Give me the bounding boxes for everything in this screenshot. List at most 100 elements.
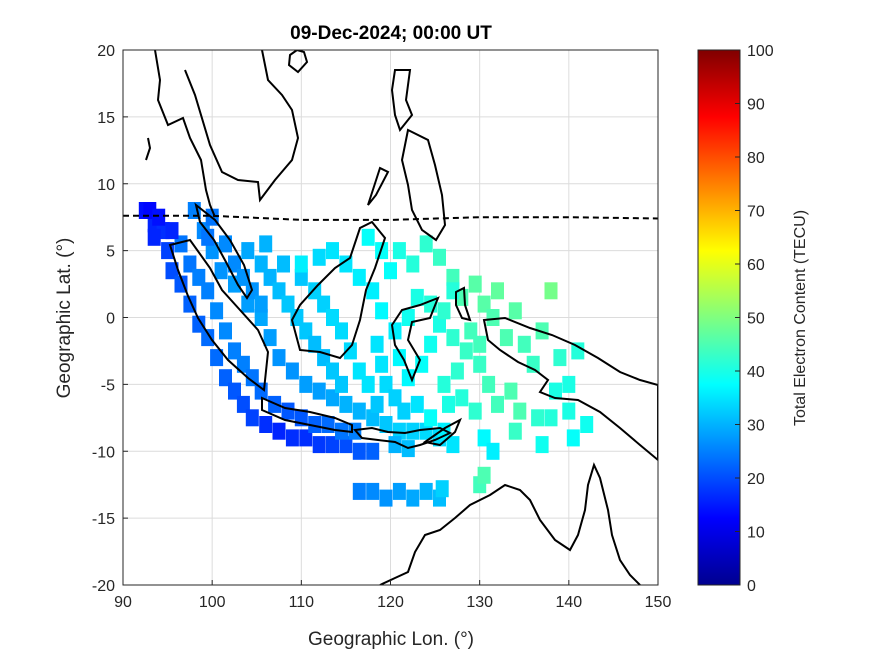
tec-cell — [241, 295, 255, 313]
tec-cell — [366, 409, 380, 427]
tec-cell — [508, 302, 522, 320]
tec-cell — [290, 309, 304, 326]
tec-cell — [433, 315, 446, 333]
tec-cell — [192, 268, 206, 286]
coastline-indochina — [154, 50, 216, 218]
tec-cell — [424, 409, 438, 427]
tec-cell — [437, 302, 451, 320]
coastline-new-guinea — [482, 316, 658, 462]
tec-cell — [508, 422, 522, 440]
tec-cell — [486, 442, 500, 460]
tec-cell — [419, 422, 433, 440]
tec-cell — [236, 355, 250, 373]
y-tick-label: -5 — [101, 377, 115, 394]
tec-cell — [544, 282, 558, 300]
tec-cell — [352, 402, 366, 420]
tec-cell — [335, 375, 348, 393]
coastline-timor — [422, 417, 462, 447]
magnetic-equator-line — [123, 214, 658, 221]
tec-cell — [477, 429, 491, 447]
x-tick-label: 150 — [645, 594, 672, 611]
chart-title: 09-Dec-2024; 00:00 UT — [290, 23, 492, 44]
tec-cell — [228, 342, 241, 360]
tec-cell — [562, 375, 576, 393]
tec-cell — [245, 369, 259, 387]
colorbar-tick-label: 90 — [747, 97, 765, 114]
tec-cell — [464, 322, 478, 340]
y-axis-label: Geographic Lat. (°) — [54, 238, 75, 399]
tec-cell — [263, 268, 277, 286]
plot-area — [122, 49, 659, 586]
y-tick-label: -20 — [92, 578, 115, 595]
coastline-lesser-sunda — [352, 426, 453, 450]
coastline-philippines — [367, 69, 447, 242]
tec-cell — [455, 389, 469, 407]
tec-cell — [219, 322, 232, 340]
coastline-sulawesi — [390, 296, 440, 383]
tec-cell — [236, 395, 250, 413]
tec-cell — [549, 382, 562, 400]
tec-cell — [406, 489, 420, 507]
tec-cell — [446, 268, 460, 286]
y-tick-label: 15 — [97, 110, 115, 127]
tec-cell — [312, 382, 326, 400]
tec-cell — [361, 375, 375, 393]
tec-cell — [419, 235, 433, 253]
tec-cell — [366, 442, 380, 460]
tec-cell — [442, 395, 455, 413]
colorbar-tick-label: 80 — [747, 150, 765, 167]
tec-cell — [272, 282, 286, 300]
colorbar-tick-label: 30 — [747, 418, 765, 435]
tec-cell — [437, 375, 451, 393]
tec-cell — [366, 482, 380, 500]
tec-cell — [433, 248, 446, 266]
tec-cell — [214, 262, 228, 280]
tec-cell — [459, 342, 473, 360]
tec-cell — [192, 315, 206, 333]
tec-cell — [375, 302, 389, 320]
tec-cell — [504, 382, 518, 400]
x-tick-label: 110 — [289, 594, 315, 611]
tec-cell — [254, 255, 268, 273]
colorbar-tick-label: 10 — [747, 525, 765, 542]
tec-cell — [352, 442, 366, 460]
tec-cell — [392, 242, 406, 260]
tec-cell — [210, 349, 224, 367]
coastline-halmahera — [455, 286, 472, 322]
colorbar-tick-label: 40 — [747, 364, 765, 381]
tec-cell — [308, 416, 322, 433]
tec-cell — [352, 268, 366, 286]
tec-cell — [272, 422, 286, 440]
colorbar-tick-label: 50 — [747, 311, 765, 328]
tec-cell — [477, 466, 491, 484]
tec-cell — [499, 329, 513, 347]
coastline-australia — [379, 462, 641, 585]
tec-cell — [312, 248, 326, 266]
tec-cell — [392, 482, 406, 500]
tec-cell — [424, 335, 438, 353]
tec-cell — [468, 275, 482, 293]
tec-cell — [339, 395, 353, 413]
tec-cell — [343, 342, 357, 360]
tec-cell — [277, 255, 290, 273]
tec-cell — [379, 416, 393, 433]
tec-cell — [165, 262, 179, 280]
tec-cell — [335, 322, 348, 340]
tec-cell — [326, 389, 339, 407]
x-tick-label: 130 — [466, 594, 493, 611]
y-tick-label: -10 — [92, 444, 115, 461]
tec-cell — [254, 309, 268, 326]
tec-cell — [147, 228, 161, 246]
tec-cell — [392, 422, 406, 440]
tec-cell — [294, 255, 308, 273]
colorbar-tick-label: 70 — [747, 204, 765, 221]
colorbar-tick-label: 0 — [747, 578, 756, 595]
tec-cell — [205, 242, 219, 260]
tec-cell — [392, 349, 406, 367]
tec-cell — [299, 429, 313, 447]
coastline-java — [261, 396, 353, 434]
x-tick-label: 120 — [377, 594, 404, 611]
tec-cell — [517, 335, 531, 353]
tec-cell — [245, 409, 259, 427]
tec-cell — [410, 395, 424, 413]
